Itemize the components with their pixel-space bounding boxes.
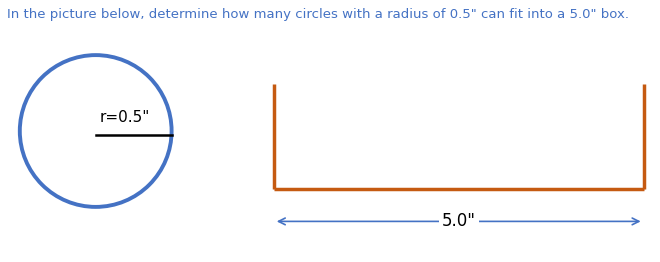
Text: In the picture below, determine how many circles with a radius of 0.5" can fit i: In the picture below, determine how many… xyxy=(7,8,628,21)
Text: r=0.5": r=0.5" xyxy=(100,110,150,125)
Text: 5.0": 5.0" xyxy=(442,212,476,230)
